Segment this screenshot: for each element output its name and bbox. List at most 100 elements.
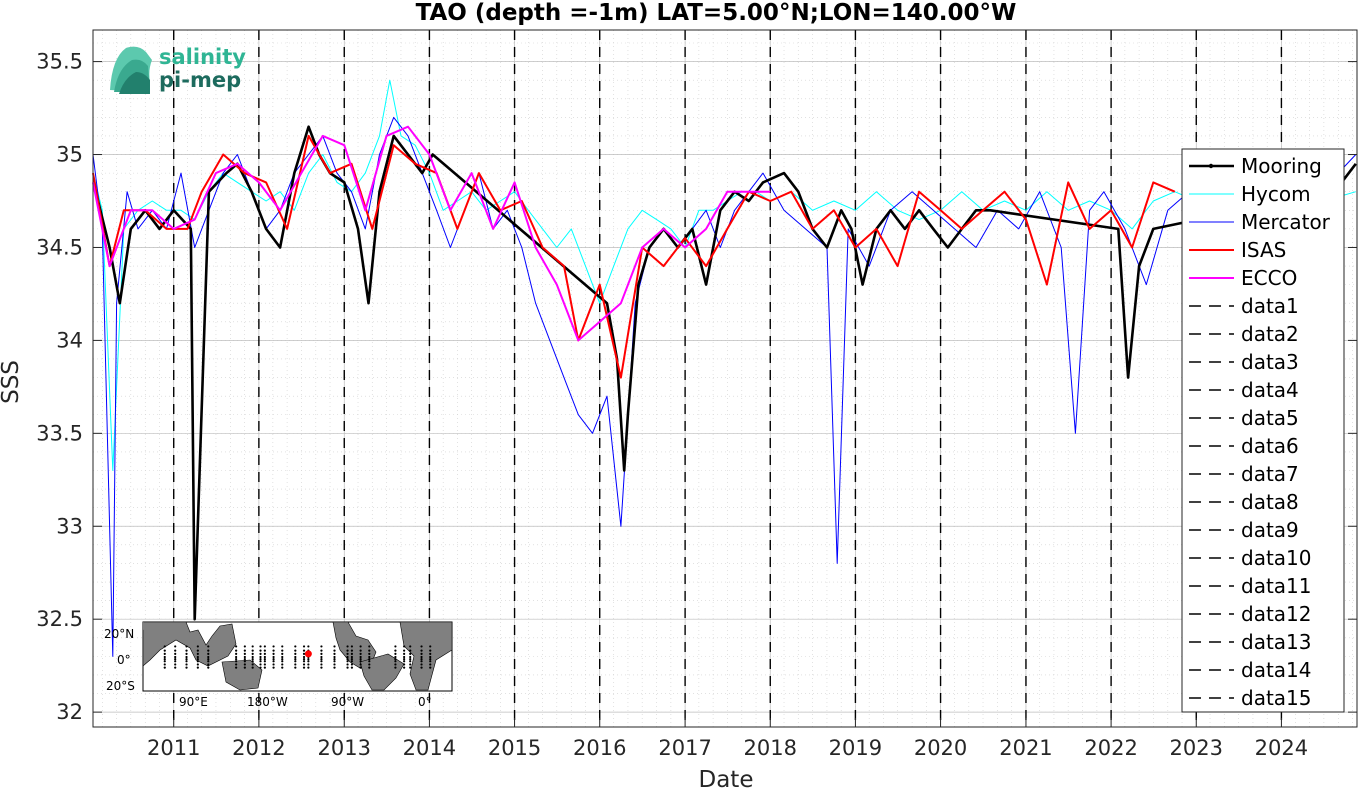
mooring-dot xyxy=(251,649,254,652)
mooring-dot xyxy=(307,660,310,663)
mooring-dot xyxy=(346,666,349,669)
legend-label-mercator: Mercator xyxy=(1241,210,1331,234)
mooring-dot xyxy=(259,655,262,659)
mooring-dot xyxy=(403,652,406,655)
legend: Mooring Hycom Mercator ISAS ECCO data1 data2 da… xyxy=(1181,148,1345,713)
mooring-dot xyxy=(185,649,188,652)
mooring-dot xyxy=(235,655,238,659)
mooring-dot xyxy=(368,658,371,661)
mooring-dot xyxy=(272,658,275,661)
mooring-dot xyxy=(196,666,199,669)
legend-label-data12: data12 xyxy=(1241,602,1312,626)
mooring-dot xyxy=(163,652,166,655)
mooring-dot xyxy=(320,663,323,666)
series-line-hycom xyxy=(92,79,1356,471)
mooring-dot xyxy=(403,660,406,663)
mooring-dot xyxy=(272,649,275,652)
mooring-dot xyxy=(259,663,262,666)
x-axis-label: Date xyxy=(699,767,754,790)
mooring-dot xyxy=(281,655,284,659)
mooring-dot xyxy=(333,649,336,652)
mooring-dot xyxy=(394,660,397,663)
data-series xyxy=(92,79,1357,657)
mooring-dot xyxy=(251,660,254,663)
legend-label-data13: data13 xyxy=(1241,630,1312,654)
mooring-dot xyxy=(207,660,210,663)
mooring-dot xyxy=(263,658,266,661)
mooring-dot xyxy=(163,660,166,663)
mooring-dot xyxy=(394,663,397,666)
mooring-dot xyxy=(307,663,310,666)
chart-title: TAO (depth =-1m) LAT=5.00°N;LON=140.00°W xyxy=(416,0,1017,26)
mooring-dot xyxy=(196,658,199,661)
mooring-dot xyxy=(302,658,306,661)
mooring-dot xyxy=(320,652,323,655)
mooring-dot xyxy=(350,663,354,666)
mooring-dot xyxy=(251,663,254,666)
logo-wave-icon xyxy=(110,46,152,94)
mooring-dot xyxy=(359,660,362,663)
mooring-dot xyxy=(196,660,199,663)
mooring-dot xyxy=(359,666,362,669)
mooring-dot xyxy=(272,652,275,655)
x-tick-label: 2021 xyxy=(999,736,1052,760)
mooring-dot xyxy=(259,652,262,655)
mooring-dot xyxy=(409,666,412,669)
inset-lon-label-90w: 90°W xyxy=(331,695,364,709)
mooring-dot xyxy=(207,658,210,661)
mooring-dot xyxy=(294,652,297,655)
mooring-dot xyxy=(163,655,166,659)
mooring-dot xyxy=(420,649,423,652)
mooring-dot xyxy=(429,652,432,655)
x-tick-label: 2020 xyxy=(914,736,967,760)
x-tick-label: 2022 xyxy=(1084,736,1137,760)
mooring-dot xyxy=(429,658,432,661)
mooring-dot xyxy=(243,649,246,652)
mooring-dot xyxy=(420,652,423,655)
mooring-dot xyxy=(259,649,262,652)
mooring-dot xyxy=(346,645,349,648)
mooring-dot xyxy=(302,660,306,663)
mooring-dot xyxy=(281,649,284,652)
mooring-dot xyxy=(174,660,177,663)
mooring-dot xyxy=(359,652,362,655)
mooring-dot xyxy=(320,660,323,663)
mooring-dot xyxy=(368,663,371,666)
mooring-dot xyxy=(346,660,349,663)
mooring-dot xyxy=(281,658,284,661)
mooring-dot xyxy=(350,649,354,652)
salinity-pi-mep-logo: salinity pi-mep xyxy=(110,45,246,94)
mooring-dot xyxy=(185,663,188,666)
mooring-dot xyxy=(281,660,284,663)
legend-label-mooring: Mooring xyxy=(1241,154,1322,178)
mooring-dot xyxy=(368,660,371,663)
mooring-dot xyxy=(174,666,177,669)
mooring-dot xyxy=(320,649,323,652)
mooring-dot xyxy=(394,649,397,652)
mooring-dot xyxy=(403,666,406,669)
mooring-dot xyxy=(251,655,254,659)
mooring-dot xyxy=(259,666,262,669)
mooring-dot xyxy=(420,645,423,648)
mooring-dot xyxy=(346,663,349,666)
mooring-dot xyxy=(359,649,362,652)
mooring-dot xyxy=(174,652,177,655)
mooring-dot xyxy=(259,658,262,661)
mooring-dot xyxy=(403,655,406,659)
mooring-dot xyxy=(281,666,284,669)
legend-label-data4: data4 xyxy=(1241,378,1299,402)
mooring-dot xyxy=(281,652,284,655)
y-tick-label: 33.5 xyxy=(36,421,83,445)
mooring-dot xyxy=(272,655,275,659)
mooring-dot xyxy=(307,658,310,661)
mooring-dot xyxy=(403,649,406,652)
legend-label-data6: data6 xyxy=(1241,434,1299,458)
mooring-dot xyxy=(263,663,266,666)
x-tick-label: 2018 xyxy=(744,736,797,760)
land-masses-icon xyxy=(142,621,453,691)
inset-lon-label-180w: 180°W xyxy=(247,695,288,709)
mooring-dot xyxy=(368,666,371,669)
mooring-dot xyxy=(243,645,246,648)
mooring-dot xyxy=(429,655,432,659)
y-tick-label: 33 xyxy=(56,514,83,538)
